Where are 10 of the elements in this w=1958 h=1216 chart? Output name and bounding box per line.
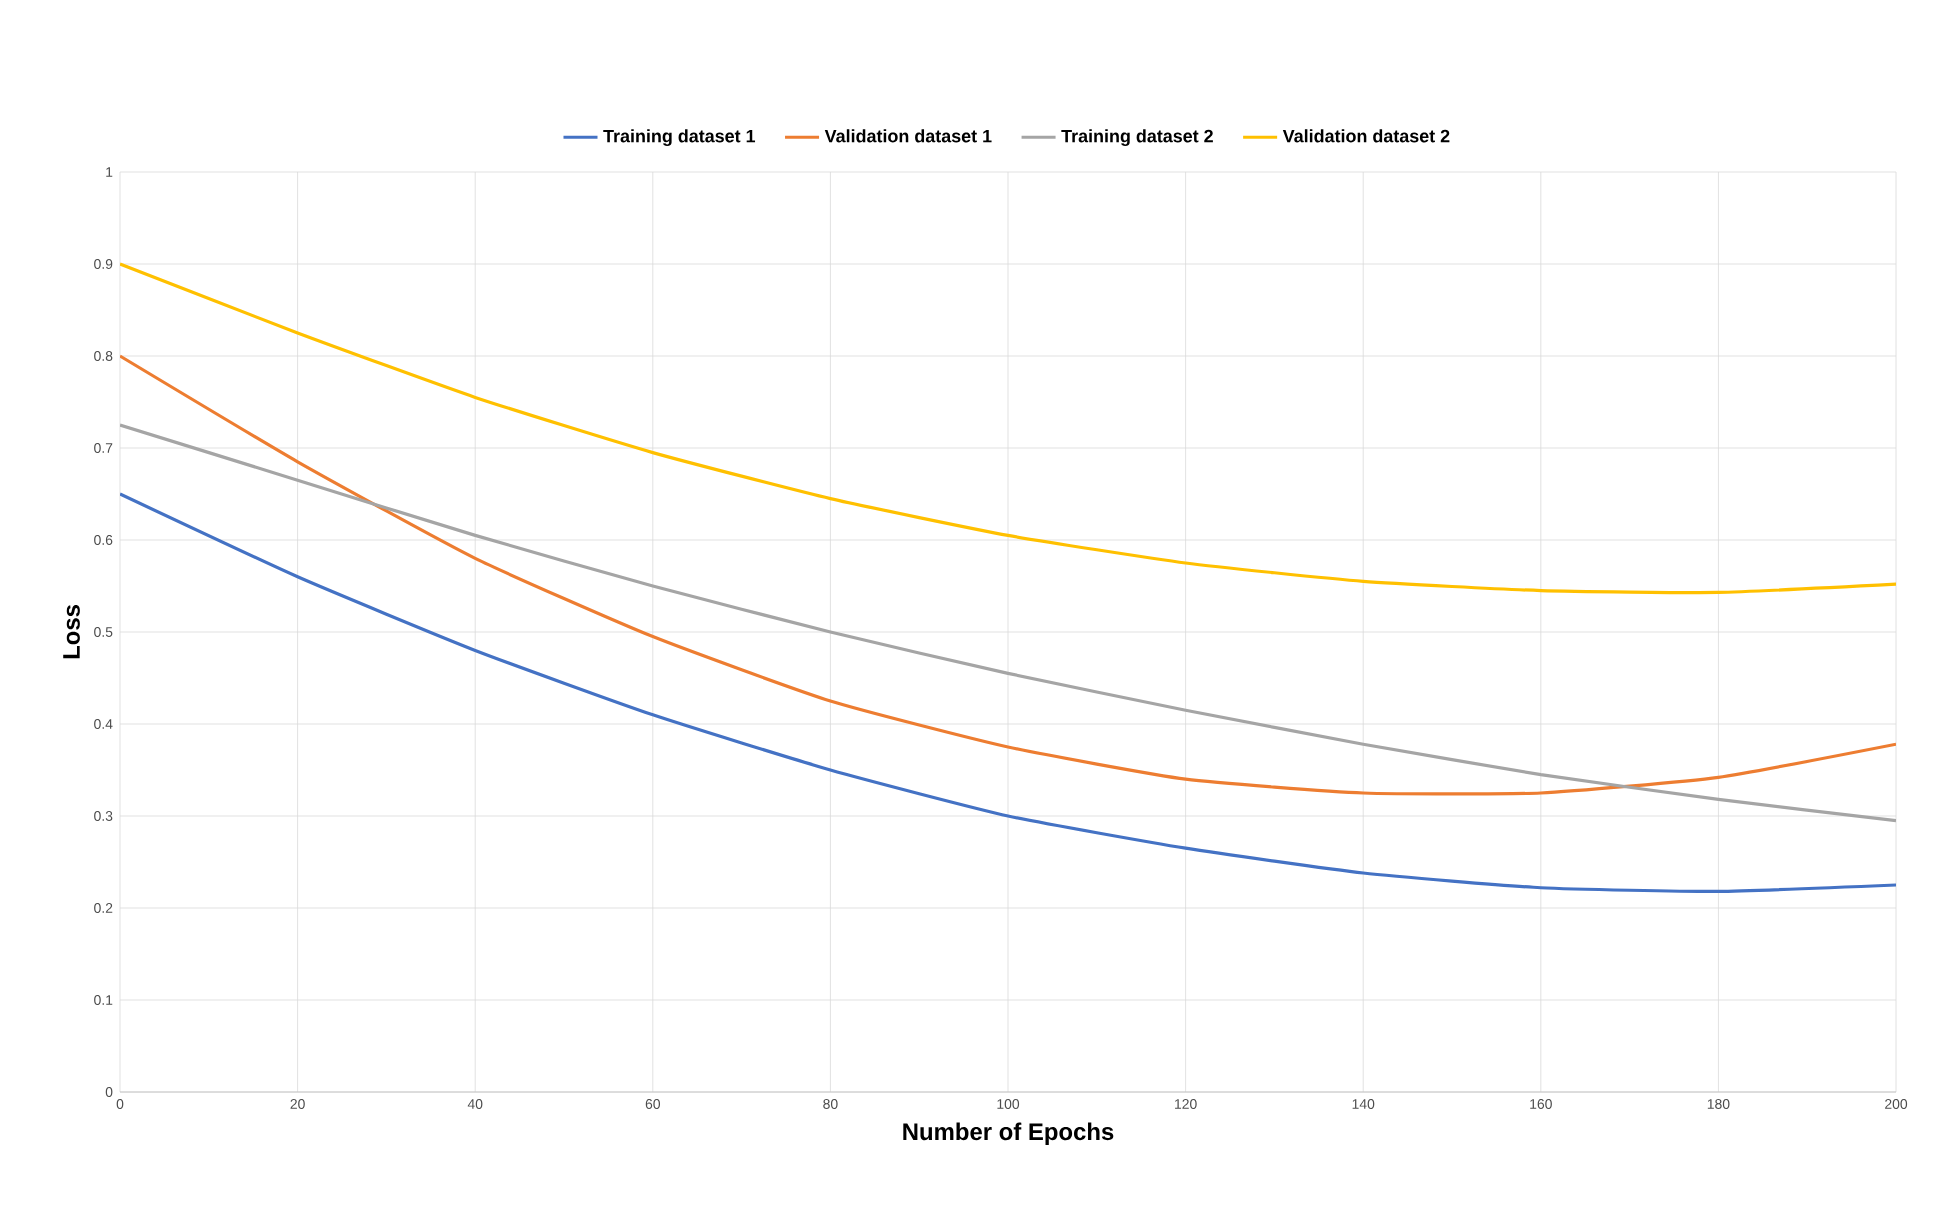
x-axis-title: Number of Epochs (903, 1122, 1114, 1145)
legend-label: Validation dataset 1 (824, 129, 992, 143)
line-series (120, 262, 1897, 595)
line-series (120, 492, 1897, 894)
legend-label: Training dataset 1 (603, 129, 756, 147)
line-series (120, 354, 1897, 796)
y-axis-title: Loss (63, 605, 80, 659)
legend-label: Validation dataset 2 (1282, 129, 1450, 143)
legend-label: Training dataset 2 (1061, 129, 1213, 147)
line-series (120, 423, 1897, 823)
